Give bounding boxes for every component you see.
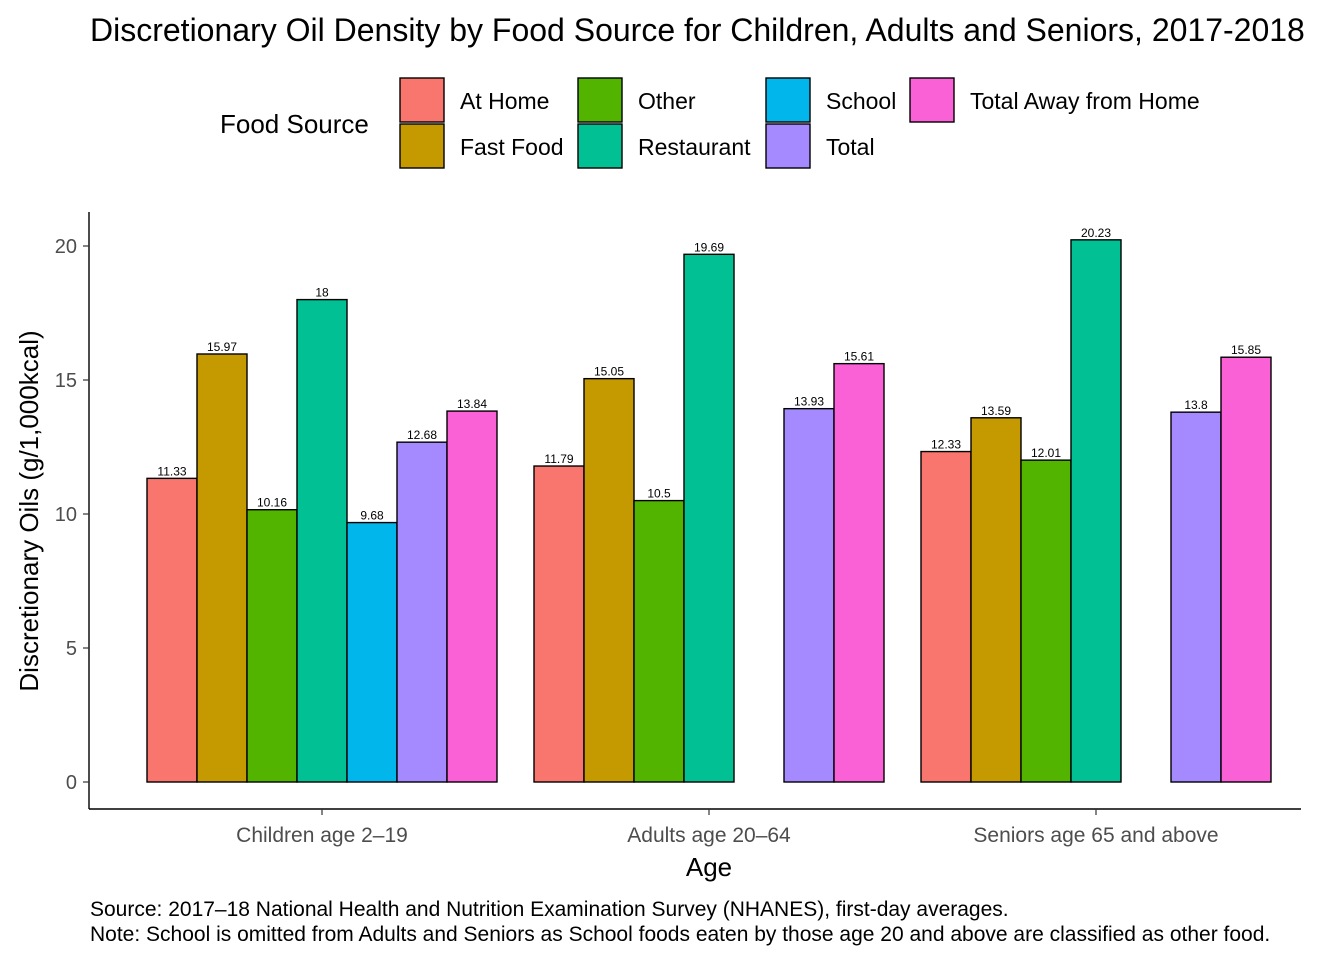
data-label: 15.05 <box>594 365 624 379</box>
legend-label: School <box>826 88 896 114</box>
data-label: 12.68 <box>407 428 437 442</box>
bar-school-children-age-2-19 <box>346 521 398 783</box>
plot-area: 0 5 10 15 20 Children age 2–19 Adults age 20–6… <box>55 212 1301 847</box>
chart-title: Discretionary Oil Density by Food Source… <box>90 12 1305 48</box>
legend-key-total <box>765 123 811 169</box>
legend-key-school <box>765 77 811 123</box>
legend-key-fast-food <box>399 123 445 169</box>
bar-fast-food-adults-age-20-64 <box>583 377 635 783</box>
bar-other-adults-age-20-64 <box>633 499 685 783</box>
y-tick-label: 0 <box>66 772 77 794</box>
bar-restaurant-adults-age-20-64 <box>683 253 735 783</box>
data-label: 12.01 <box>1031 446 1061 460</box>
bar-total-away-from-home-children-age-2-19 <box>446 410 498 783</box>
bar-total-away-from-home-seniors-age-65-and-above <box>1220 356 1272 783</box>
data-label: 9.68 <box>360 509 384 523</box>
bar-other-children-age-2-19 <box>246 509 298 783</box>
legend-key-total-away-from-home <box>909 77 955 123</box>
legend-label: Total <box>826 134 875 160</box>
legend-label: Fast Food <box>460 134 564 160</box>
data-label: 11.79 <box>544 452 573 466</box>
bar-fast-food-children-age-2-19 <box>196 353 248 783</box>
data-label: 20.23 <box>1081 226 1111 240</box>
data-label: 13.84 <box>457 397 487 411</box>
y-tick-label: 10 <box>55 504 77 526</box>
data-label: 19.69 <box>694 240 724 254</box>
bar-restaurant-children-age-2-19 <box>296 298 348 783</box>
legend-label: Restaurant <box>638 134 751 160</box>
bar-total-seniors-age-65-and-above <box>1170 411 1222 783</box>
bar-total-away-from-home-adults-age-20-64 <box>833 362 885 783</box>
data-label: 12.33 <box>931 438 961 452</box>
legend: At Home Fast Food Other Restaurant School Tot… <box>399 77 1200 169</box>
y-axis-title: Discretionary Oils (g/1,000kcal) <box>14 330 44 691</box>
data-label: 13.93 <box>794 395 824 409</box>
caption-source: Source: 2017–18 National Health and Nutr… <box>90 898 1009 921</box>
y-tick-label: 20 <box>55 236 77 258</box>
bar-restaurant-seniors-age-65-and-above <box>1070 239 1122 783</box>
data-label: 15.61 <box>844 350 874 364</box>
legend-key-restaurant <box>577 123 623 169</box>
bar-other-seniors-age-65-and-above <box>1020 459 1072 783</box>
bar-total-adults-age-20-64 <box>783 407 835 783</box>
legend-label: Total Away from Home <box>970 88 1200 114</box>
data-label: 10.5 <box>647 487 671 501</box>
data-label: 11.33 <box>157 464 186 478</box>
bar-at-home-children-age-2-19 <box>146 477 198 783</box>
bar-fast-food-seniors-age-65-and-above <box>970 417 1022 783</box>
bar-total-children-age-2-19 <box>396 441 448 783</box>
data-label: 13.59 <box>981 404 1011 418</box>
y-tick-label: 15 <box>55 370 77 392</box>
legend-key-other <box>577 77 623 123</box>
x-axis-title: Age <box>686 852 732 882</box>
caption-note: Note: School is omitted from Adults and … <box>90 923 1270 946</box>
legend-label: Other <box>638 88 696 114</box>
data-label: 13.8 <box>1184 398 1208 412</box>
bar-at-home-adults-age-20-64 <box>533 465 585 783</box>
data-label: 15.97 <box>207 340 237 354</box>
x-tick-label: Seniors age 65 and above <box>973 824 1218 847</box>
x-tick-label: Children age 2–19 <box>236 824 408 847</box>
x-tick-label: Adults age 20–64 <box>627 824 791 847</box>
data-label: 15.85 <box>1231 343 1261 357</box>
legend-label: At Home <box>460 88 549 114</box>
data-label: 10.16 <box>257 496 287 510</box>
legend-title: Food Source <box>220 109 369 139</box>
data-label: 18 <box>315 286 329 300</box>
legend-key-at-home <box>399 77 445 123</box>
y-tick-label: 5 <box>66 638 77 660</box>
bar-at-home-seniors-age-65-and-above <box>920 450 972 783</box>
